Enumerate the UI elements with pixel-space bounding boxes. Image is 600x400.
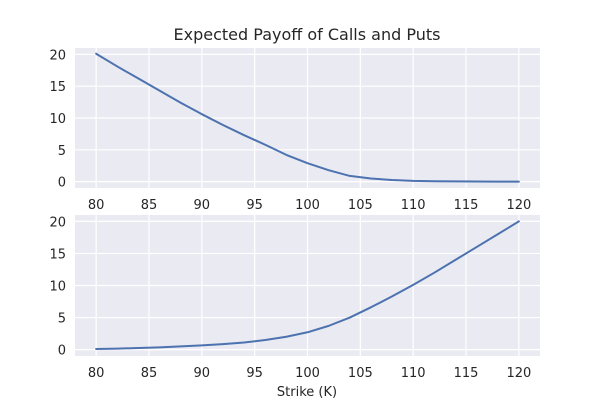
put-y-tick-label: 10 <box>49 280 66 295</box>
call-y-tick-label: 15 <box>49 80 66 95</box>
put-x-tick-label: 100 <box>295 366 320 381</box>
call-y-tick-label: 0 <box>58 176 66 191</box>
call-payoff-line <box>95 52 520 183</box>
call-y-tick-label: 5 <box>58 144 66 159</box>
put-y-tick-label: 5 <box>58 312 66 327</box>
chart-title: Expected Payoff of Calls and Puts <box>174 25 441 44</box>
put-x-tick-label: 120 <box>506 366 531 381</box>
put-y-tick-label: 15 <box>49 247 66 262</box>
call-x-tick-label: 120 <box>506 198 531 213</box>
call-y-tick-label: 10 <box>49 112 66 127</box>
put-x-tick-label: 105 <box>348 366 373 381</box>
call-x-tick-label: 100 <box>295 198 320 213</box>
call-payoff-panel: 80 85 90 95 100 105 110 115 120 0 5 10 15 20 <box>49 48 540 213</box>
put-payoff-panel: 80 85 90 95 100 105 110 115 120 0 5 10 15 20 <box>49 215 540 381</box>
call-x-tick-label: 85 <box>141 198 158 213</box>
call-x-tick-label: 80 <box>88 198 105 213</box>
put-y-tick-label: 20 <box>49 215 66 230</box>
call-y-tick-label: 20 <box>49 48 66 63</box>
call-x-tick-label: 90 <box>194 198 211 213</box>
put-y-tick-label: 0 <box>58 344 66 359</box>
call-x-tick-label: 110 <box>401 198 426 213</box>
put-x-tick-label: 115 <box>454 366 479 381</box>
call-x-tick-label: 105 <box>348 198 373 213</box>
put-x-tick-label: 95 <box>246 366 263 381</box>
call-x-tick-label: 115 <box>454 198 479 213</box>
put-x-tick-label: 110 <box>401 366 426 381</box>
put-x-tick-label: 90 <box>194 366 211 381</box>
x-axis-label: Strike (K) <box>277 385 337 400</box>
put-payoff-line <box>95 220 520 350</box>
put-x-tick-label: 80 <box>88 366 105 381</box>
put-x-tick-label: 85 <box>141 366 158 381</box>
call-x-tick-label: 95 <box>246 198 263 213</box>
